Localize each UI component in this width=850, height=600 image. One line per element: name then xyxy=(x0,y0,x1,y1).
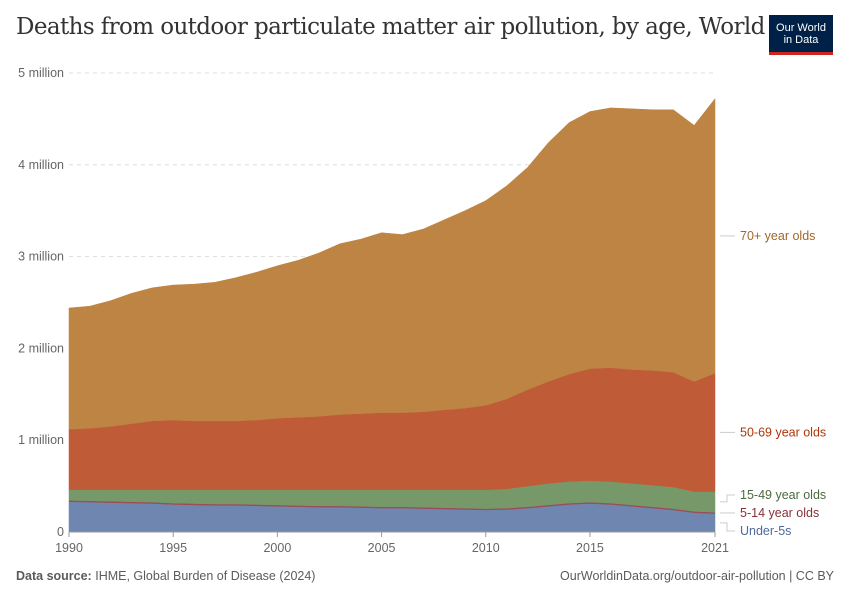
series-label: 15-49 year olds xyxy=(740,488,826,502)
x-tick-label: 2000 xyxy=(263,541,291,555)
label-connector xyxy=(720,522,735,532)
logo-line1: Our World xyxy=(776,21,826,34)
x-tick-label: 2021 xyxy=(701,541,729,555)
owid-logo[interactable]: Our World in Data xyxy=(769,15,833,55)
series-label: Under-5s xyxy=(740,524,791,538)
y-tick-label: 3 million xyxy=(18,250,64,264)
label-connector xyxy=(720,494,735,503)
series-label: 70+ year olds xyxy=(740,229,815,243)
y-tick-label: 4 million xyxy=(18,158,64,172)
x-tick-label: 2005 xyxy=(368,541,396,555)
x-tick-label: 1990 xyxy=(55,541,83,555)
logo-line2: in Data xyxy=(783,33,819,46)
y-tick-label: 0 xyxy=(57,525,64,539)
y-tick-label: 5 million xyxy=(18,66,64,80)
data-source: Data source: IHME, Global Burden of Dise… xyxy=(16,569,315,583)
chart-title: Deaths from outdoor particulate matter a… xyxy=(16,14,765,40)
x-tick-label: 2015 xyxy=(576,541,604,555)
x-tick-label: 2010 xyxy=(472,541,500,555)
y-tick-label: 2 million xyxy=(18,341,64,355)
source-text: IHME, Global Burden of Disease (2024) xyxy=(95,569,316,583)
y-tick-label: 1 million xyxy=(18,433,64,447)
series-label: 5-14 year olds xyxy=(740,506,819,520)
area-70-year-olds xyxy=(68,97,716,430)
x-tick-label: 1995 xyxy=(159,541,187,555)
source-label: Data source: xyxy=(16,569,92,583)
series-label: 50-69 year olds xyxy=(740,425,826,439)
source-url-link[interactable]: OurWorldinData.org/outdoor-air-pollution… xyxy=(560,569,834,583)
